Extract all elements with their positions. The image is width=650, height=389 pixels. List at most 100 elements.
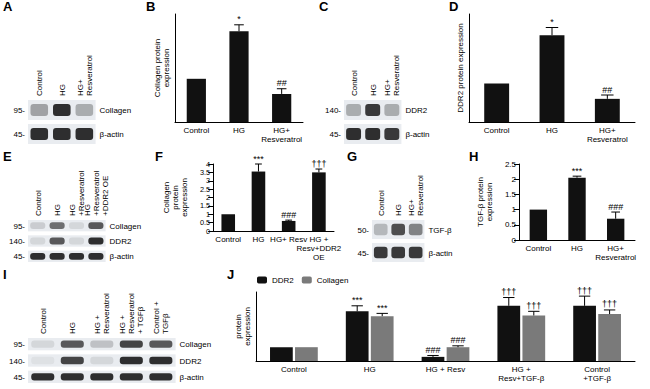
svg-text:3.5: 3.5 [200,168,210,177]
svg-text:+TGF-β: +TGF-β [583,374,611,383]
svg-text:###: ### [450,335,465,345]
svg-text:***: *** [253,154,264,164]
svg-text:Collagen: Collagen [110,222,142,231]
svg-text:*: * [237,14,241,24]
svg-text:β-actin: β-actin [110,252,134,261]
svg-text:45-: 45- [13,252,25,261]
svg-text:45-: 45- [13,130,25,139]
svg-text:HG: HG [571,244,583,253]
svg-text:##: ## [602,85,612,95]
svg-text:*: * [550,17,554,27]
svg-text:Control: Control [377,190,386,216]
svg-text:Collagen: Collagen [317,276,349,285]
svg-text:Resveratrol: Resveratrol [392,55,401,96]
svg-text:50-: 50- [357,226,369,235]
svg-text:0: 0 [512,236,517,245]
svg-text:4: 4 [206,160,210,169]
svg-text:0.5: 0.5 [200,218,210,227]
svg-text:HG: HG [83,204,92,216]
svg-text:***: *** [572,166,583,176]
svg-text:HG+: HG+ [76,79,85,96]
svg-text:+DDR2 OE: +DDR2 OE [101,176,110,216]
svg-text:95-: 95- [13,340,25,349]
svg-text:†††: ††† [526,301,541,311]
svg-text:TGF-β protein: TGF-β protein [476,177,485,227]
svg-text:1.5: 1.5 [200,201,210,210]
svg-text:HG: HG [68,322,77,334]
svg-text:Resveratrol: Resveratrol [127,293,136,334]
svg-text:###: ### [281,210,296,220]
svg-text:Resveratrol: Resveratrol [102,293,111,334]
svg-text:†††: ††† [311,159,326,169]
svg-text:Resveratrol: Resveratrol [261,135,302,144]
svg-text:Control: Control [183,126,209,135]
svg-text:HG: HG [68,204,77,216]
svg-text:Control: Control [525,244,551,253]
svg-text:Collagen protein: Collagen protein [153,39,162,97]
svg-text:TGF-β: TGF-β [428,226,452,235]
svg-text:DDR2: DDR2 [180,357,202,366]
svg-text:95-: 95- [13,106,25,115]
svg-text:Collagen: Collagen [162,182,171,214]
svg-text:OE: OE [313,253,325,262]
svg-text:1: 1 [206,210,210,219]
svg-text:HG: HG [233,126,245,135]
svg-text:Control: Control [484,126,510,135]
svg-text:140-: 140- [325,106,341,115]
svg-text:DDR2: DDR2 [110,237,132,246]
svg-text:HG +: HG + [118,315,127,334]
svg-text:HG+: HG+ [383,79,392,96]
svg-text:45-: 45- [329,130,341,139]
svg-text:HG: HG [53,204,62,216]
svg-text:140-: 140- [9,237,25,246]
svg-text:β-actin: β-actin [428,249,452,258]
svg-text:Resveratrol: Resveratrol [416,175,425,216]
svg-text:DDR2 protein expression: DDR2 protein expression [456,23,465,112]
svg-text:†††: ††† [602,299,617,309]
svg-text:Collagen: Collagen [180,340,212,349]
svg-text:***: *** [377,303,388,313]
svg-text:expression: expression [180,178,189,217]
svg-text:1: 1 [512,205,517,214]
svg-text:***: *** [352,295,363,305]
svg-text:Resveratrol: Resveratrol [587,135,628,144]
svg-text:DDR2: DDR2 [405,106,427,115]
svg-text:###: ### [608,202,623,212]
svg-text:HG + Resv: HG + Resv [426,365,465,374]
svg-text:Control: Control [39,308,48,334]
svg-text:45-: 45- [357,249,369,258]
svg-text:2: 2 [206,193,210,202]
svg-text:expression: expression [243,307,252,346]
svg-text:DDR2: DDR2 [272,276,294,285]
svg-text:†††: ††† [501,287,516,297]
svg-text:+Resveratrol: +Resveratrol [92,170,101,216]
svg-text:expression: expression [162,49,171,88]
svg-text:HG: HG [546,126,558,135]
svg-text:TGFβ: TGFβ [161,313,170,334]
svg-text:Control: Control [35,70,44,96]
svg-text:Resveratrol: Resveratrol [85,55,94,96]
svg-text:0: 0 [206,227,210,236]
svg-text:3: 3 [206,176,210,185]
svg-text:HG+: HG+ [407,199,416,216]
svg-text:140-: 140- [9,357,25,366]
svg-text:###: ### [425,345,440,355]
svg-text:β-actin: β-actin [180,373,204,382]
svg-text:Resveratrol: Resveratrol [595,253,636,262]
svg-text:HG: HG [364,365,376,374]
svg-text:##: ## [277,78,287,88]
svg-text:†††: ††† [577,286,592,296]
svg-text:Control: Control [281,365,307,374]
svg-text:protein: protein [234,314,243,338]
svg-text:HG: HG [394,204,403,216]
svg-text:Collagen: Collagen [100,106,132,115]
svg-text:expression: expression [485,183,494,222]
svg-text:95-: 95- [13,222,25,231]
svg-text:+ TGFβ: + TGFβ [136,306,145,334]
svg-text:Resv+TGF-β: Resv+TGF-β [498,374,545,383]
svg-text:Control: Control [34,190,43,216]
svg-text:HG+: HG+ [273,126,290,135]
svg-text:Control: Control [215,235,241,244]
svg-text:HG+ Resv: HG+ Resv [270,235,307,244]
svg-text:β-actin: β-actin [405,130,429,139]
